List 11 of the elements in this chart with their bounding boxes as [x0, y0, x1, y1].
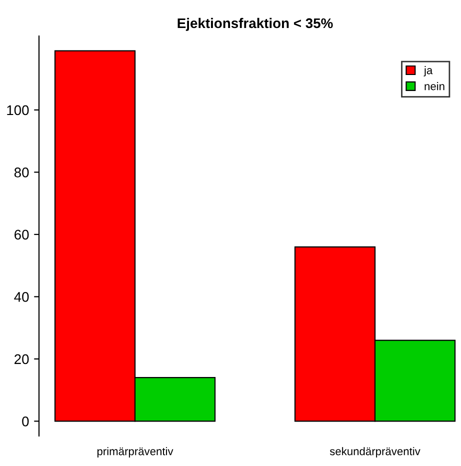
y-tick-label: 20: [14, 354, 29, 364]
chart-title: Ejektionsfraktion < 35%: [178, 18, 333, 31]
y-tick-label: 40: [14, 292, 29, 302]
y-tick-label: 100: [7, 105, 29, 116]
y-tick-label: 0: [22, 416, 29, 426]
x-tick-label: primärpräventiv: [97, 447, 174, 458]
legend-label: nein: [424, 82, 444, 90]
y-tick-label: 60: [14, 230, 29, 240]
y-tick-label: 80: [14, 168, 29, 178]
legend-label: ja: [424, 66, 433, 76]
x-tick-label: sekundärpräventiv: [330, 447, 420, 458]
